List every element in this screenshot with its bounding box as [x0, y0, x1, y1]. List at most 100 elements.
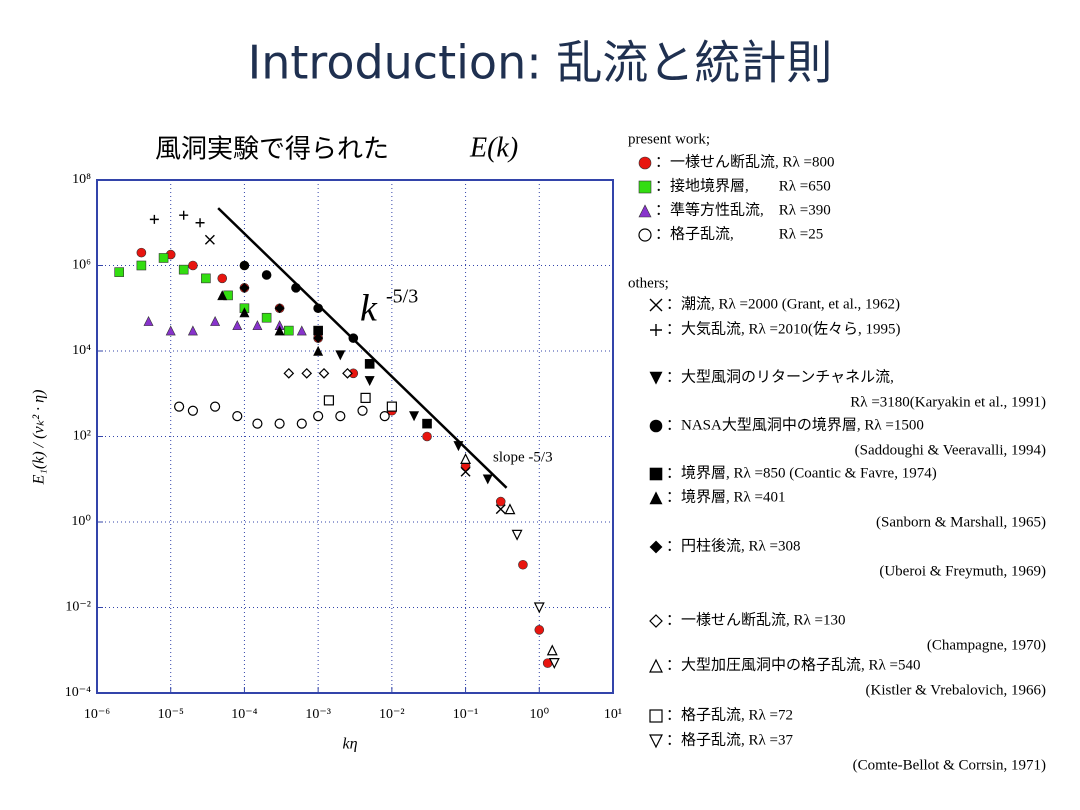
point: [284, 325, 294, 336]
point: [504, 503, 516, 515]
point: [209, 401, 221, 412]
legend-note: (Saddoughi & Veeravalli, 1994): [855, 442, 1046, 458]
x-tick-label: 10⁻⁴: [231, 707, 257, 722]
point: [239, 307, 250, 318]
x-tick-label: 10⁻¹: [453, 707, 479, 722]
point: [460, 453, 472, 464]
point: [409, 411, 420, 422]
point: [179, 210, 189, 220]
point: [364, 359, 375, 369]
y-axis-label: E₁(k) / (vₖ² · η): [31, 390, 48, 486]
legend-marker: [638, 204, 652, 218]
point: [136, 247, 147, 258]
x-tick-label: 10⁻⁵: [158, 707, 184, 722]
point: [348, 333, 359, 343]
y-tick-label: 10⁻⁴: [65, 685, 91, 700]
legend-marker: [649, 491, 663, 505]
x-tick-label: 10¹: [604, 707, 622, 722]
point: [239, 282, 250, 293]
legend-label: ：境界層, Rλ =850 (Coantic & Favre, 1974): [666, 463, 937, 481]
legend-marker: [638, 180, 652, 194]
point: [178, 264, 189, 275]
point: [239, 260, 250, 271]
legend-marker: [649, 540, 663, 554]
point: [274, 418, 285, 429]
point: [379, 411, 390, 422]
legend-marker: [649, 658, 663, 673]
point: [201, 273, 211, 284]
legend-marker: [638, 228, 652, 242]
legend-marker: [649, 371, 663, 385]
point: [252, 320, 263, 331]
point: [546, 644, 558, 656]
point: [204, 234, 215, 245]
subtitle: 風洞実験で得られた: [155, 135, 389, 165]
legend-label: ：接地境界層, Rλ =650: [655, 176, 831, 194]
y-tick-label: 10⁰: [71, 514, 91, 529]
point: [495, 496, 506, 507]
legend-label: ：潮流, Rλ =2000 (Grant, et al., 1962): [666, 295, 900, 312]
legend-label: ：NASA大型風洞中の境界層, Rλ =1500: [666, 415, 924, 433]
point: [360, 392, 371, 403]
point: [495, 504, 506, 515]
y-tick-label: 10⁻²: [65, 600, 91, 615]
legend-label: ：一様せん断乱流, Rλ =130: [666, 611, 846, 628]
point: [165, 325, 176, 336]
point: [422, 418, 432, 429]
series: [511, 529, 560, 669]
series: [313, 325, 432, 429]
point: [422, 431, 432, 442]
legend-note: (Sanborn & Marshall, 1965): [876, 514, 1046, 530]
point: [335, 350, 346, 361]
point: [143, 315, 154, 326]
point: [548, 658, 560, 669]
point: [195, 218, 205, 228]
series: [143, 315, 307, 336]
point: [318, 368, 330, 379]
point: [301, 368, 313, 379]
legend-note: (Comte-Bellot & Corrsin, 1971): [853, 757, 1046, 773]
series: [323, 392, 397, 412]
legend-marker: [649, 467, 663, 481]
point: [534, 625, 545, 635]
point: [261, 312, 272, 323]
series: [283, 368, 353, 379]
point: [174, 401, 185, 412]
legend-marker: [638, 156, 652, 170]
subtitle-math: E(k): [469, 132, 518, 163]
series: [204, 234, 506, 515]
legend-label: ：格子乱流, Rλ =72: [666, 706, 793, 723]
slide-title: Introduction: 乱流と統計則: [248, 36, 833, 90]
y-tick-label: 10⁶: [72, 258, 91, 273]
annotation-exponent: -5/3: [386, 286, 418, 308]
point: [217, 290, 228, 301]
point: [533, 602, 545, 614]
legend-label: ：大型風洞のリターンチャネル流,: [666, 368, 894, 385]
point: [313, 345, 324, 356]
series: [217, 290, 324, 356]
legend-label: ：一様せん断乱流, Rλ =800: [655, 153, 835, 170]
point: [232, 320, 243, 331]
point: [386, 401, 397, 412]
legend-note: Rλ =3180(Karyakin et al., 1991): [850, 394, 1046, 410]
legend-label: ：準等方性乱流, Rλ =390: [655, 200, 831, 218]
x-axis-label: kη: [342, 736, 357, 753]
point: [453, 441, 464, 452]
point: [323, 395, 335, 406]
x-tick-label: 10⁻²: [379, 707, 405, 722]
point: [518, 559, 528, 570]
point: [364, 376, 375, 387]
point: [342, 368, 353, 379]
point: [232, 411, 243, 422]
series: [149, 210, 205, 228]
x-tick-label: 10⁻⁶: [84, 707, 110, 722]
y-tick-label: 10²: [73, 429, 91, 444]
point: [313, 303, 323, 314]
point: [335, 411, 346, 422]
point: [187, 405, 199, 416]
point: [460, 466, 471, 477]
point: [149, 214, 159, 224]
legend-note: (Kistler & Vrebalovich, 1966): [866, 682, 1046, 698]
point: [114, 267, 124, 277]
